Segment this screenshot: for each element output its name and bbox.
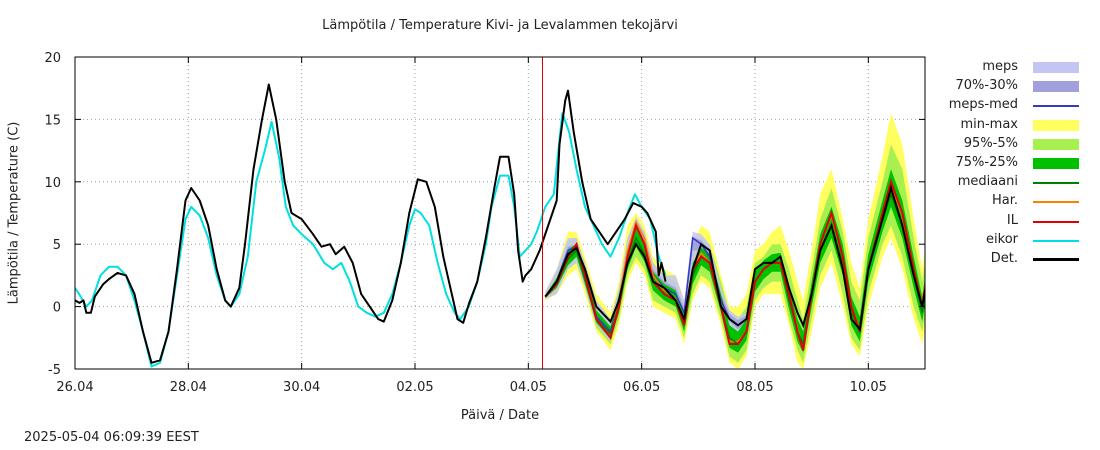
legend-label: IL <box>1006 212 1018 228</box>
series-det-observed <box>75 83 667 364</box>
legend-item-meps7030: 70%-30% <box>940 77 1090 96</box>
y-axis-label: Lämpötila / Temperature (C) <box>6 121 22 305</box>
legend-label: Har. <box>991 193 1018 209</box>
legend-item-mepsmed: meps-med <box>940 96 1090 115</box>
y-axis: -5 0 5 10 15 20 <box>44 51 925 378</box>
legend-label: meps <box>982 59 1018 74</box>
legend-swatch <box>1033 62 1079 73</box>
legend-swatch <box>1033 201 1079 204</box>
x-tick-label: 08.05 <box>736 380 773 395</box>
legend-item-il: IL <box>940 212 1090 231</box>
legend-swatch <box>1033 138 1079 150</box>
x-tick-label: 02.05 <box>396 380 433 395</box>
y-tick-label: 20 <box>44 51 61 66</box>
y-tick-label: 0 <box>53 301 61 316</box>
legend-item-p7525: 75%-25% <box>940 154 1090 173</box>
legend-item-minmax: min-max <box>940 116 1090 135</box>
x-tick-label: 10.05 <box>850 380 887 395</box>
legend-label: min-max <box>960 116 1018 132</box>
legend-label: 95%-5% <box>963 135 1018 151</box>
legend-label: 70%-30% <box>955 78 1018 94</box>
legend-label: meps-med <box>948 97 1018 113</box>
legend-swatch <box>1033 105 1079 108</box>
legend-swatch <box>1033 239 1079 242</box>
x-tick-label: 26.04 <box>56 380 93 395</box>
legend-swatch <box>1033 220 1079 223</box>
legend-label: Det. <box>990 250 1018 266</box>
series-group <box>75 83 925 369</box>
legend-item-meps: meps <box>940 58 1090 77</box>
legend-item-p955: 95%-5% <box>940 135 1090 154</box>
legend-label: 75%-25% <box>955 154 1018 170</box>
legend-item-har: Har. <box>940 192 1090 211</box>
band-95-5 <box>545 144 925 363</box>
y-tick-label: -5 <box>48 363 61 378</box>
y-tick-label: 15 <box>44 113 61 128</box>
legend-item-eikor: eikor <box>940 231 1090 250</box>
series-det-forecast <box>544 184 925 332</box>
x-tick-label: 30.04 <box>283 380 320 395</box>
legend-swatch <box>1033 257 1079 261</box>
legend-swatch <box>1033 119 1079 131</box>
timestamp: 2025-05-04 06:09:39 EEST <box>24 430 199 445</box>
y-tick-label: 10 <box>44 176 61 191</box>
x-tick-label: 28.04 <box>170 380 207 395</box>
legend-swatch <box>1033 81 1079 93</box>
x-tick-label: 06.05 <box>623 380 660 395</box>
legend-swatch <box>1033 182 1079 185</box>
x-axis: 26.04 28.04 30.04 02.05 04.05 06.05 08.05 10.05 <box>56 57 887 395</box>
x-tick-label: 04.05 <box>510 380 547 395</box>
legend-item-mediaani: mediaani <box>940 173 1090 192</box>
legend-label: mediaani <box>957 174 1018 190</box>
band-min-max <box>545 113 925 369</box>
x-axis-label: Päivä / Date <box>460 408 540 423</box>
legend: meps 70%-30% meps-med min-max 95%-5% 75%-25% m… <box>940 58 1090 269</box>
legend-item-det: Det. <box>940 250 1090 269</box>
legend-label: eikor <box>986 231 1018 247</box>
plot-frame <box>74 56 926 370</box>
legend-swatch <box>1033 157 1079 169</box>
chart-title: Lämpötila / Temperature Kivi- ja Levalam… <box>322 18 678 33</box>
y-tick-label: 5 <box>53 238 61 253</box>
